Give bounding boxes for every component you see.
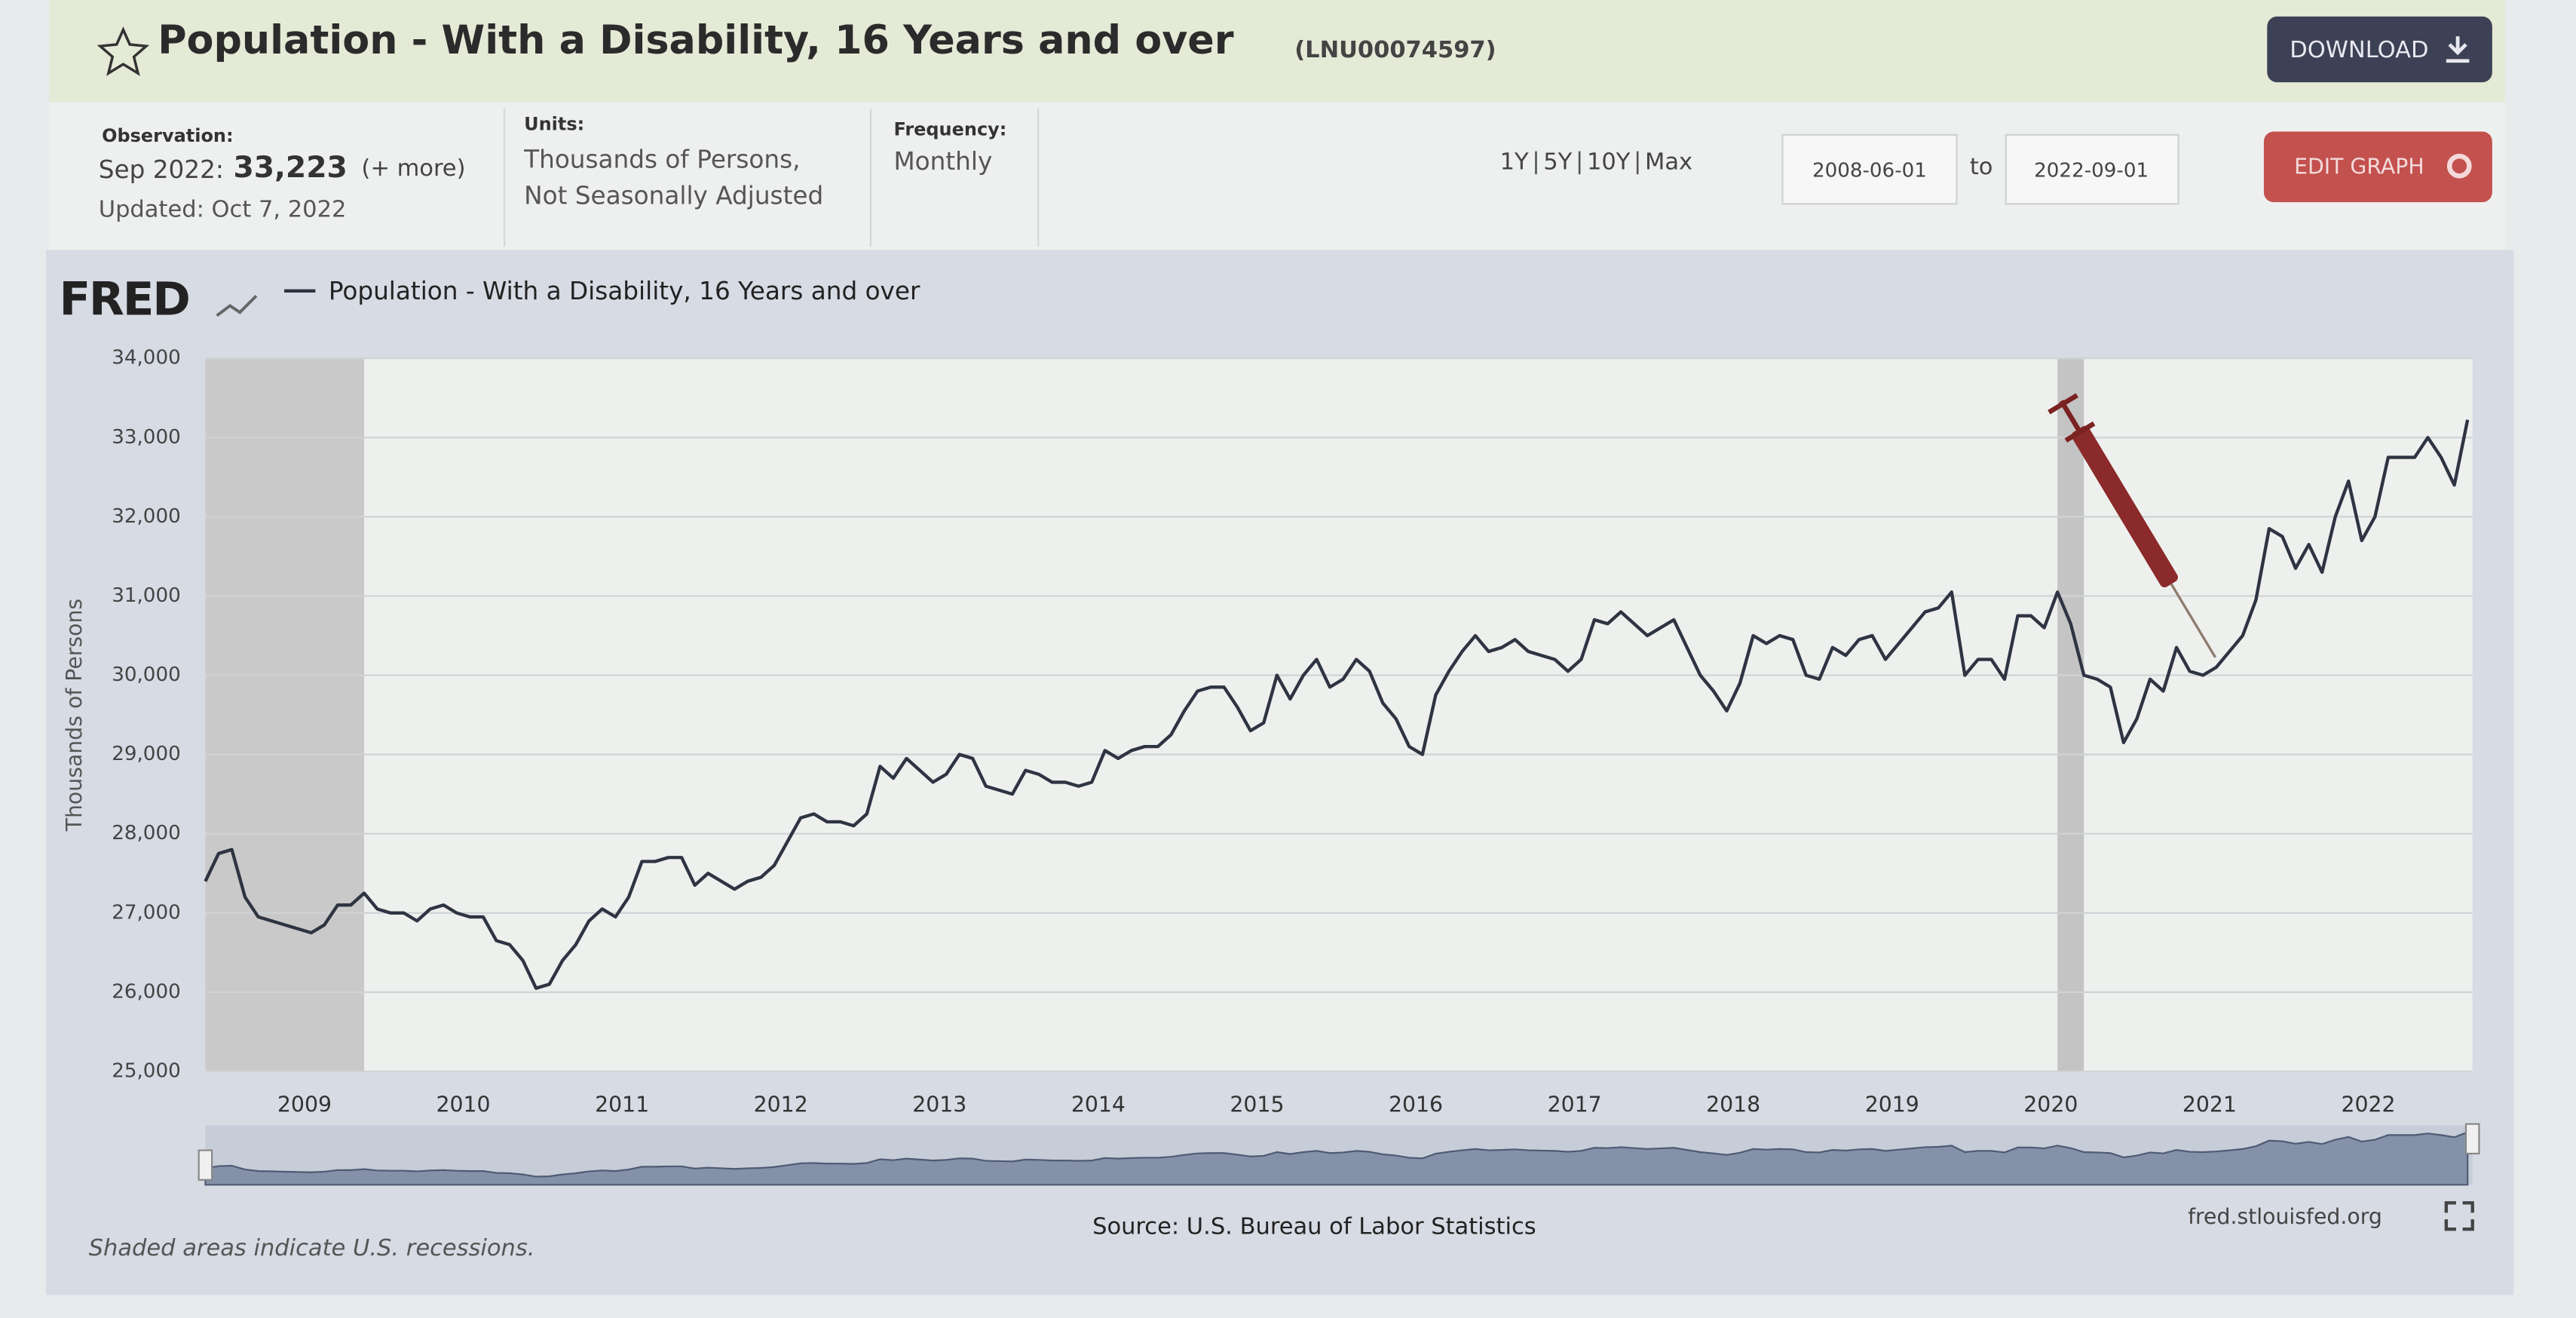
date-to: to	[1970, 154, 1993, 180]
x-tick-label: 2016	[1389, 1093, 1443, 1117]
source: Source: U.S. Bureau of Labor Statistics	[1092, 1214, 1536, 1240]
obs-value: 33,223	[233, 151, 347, 185]
x-tick-label: 2011	[595, 1093, 649, 1117]
y-tick-label: 27,000	[112, 901, 180, 924]
plot: 25,000 26,000 27,000 28,000 29,000 30,000 31,0…	[112, 347, 2473, 1117]
navigator-area	[204, 1130, 2469, 1186]
x-tick-label: 2012	[754, 1093, 808, 1117]
y-tick-label: 26,000	[112, 980, 180, 1003]
navigator-handle[interactable]	[198, 1149, 213, 1181]
recession-shade	[205, 358, 364, 1071]
x-tick-label: 2015	[1230, 1093, 1284, 1117]
frequency-value: Monthly	[893, 147, 992, 176]
download-label: DOWNLOAD	[2290, 37, 2428, 63]
x-tick-label: 2022	[2341, 1093, 2395, 1117]
x-tick-label: 2013	[912, 1093, 966, 1117]
edit-graph-label: EDIT GRAPH	[2294, 154, 2424, 179]
range-link[interactable]: 10Y	[1587, 149, 1631, 175]
gear-icon	[2446, 153, 2472, 179]
y-tick-label: 29,000	[112, 743, 180, 765]
site[interactable]: fred.stlouisfed.org	[2188, 1204, 2382, 1229]
date-end-input[interactable]	[2005, 133, 2179, 205]
fullscreen-icon[interactable]	[2444, 1201, 2474, 1231]
edit-graph-button[interactable]	[2263, 131, 2492, 203]
download-button[interactable]	[2267, 16, 2492, 83]
y-tick-label: 34,000	[112, 347, 180, 369]
x-tick-label: 2021	[2182, 1093, 2237, 1117]
x-tick-label: 2010	[436, 1093, 491, 1117]
recession-note: Shaded areas indicate U.S. recessions.	[89, 1235, 535, 1261]
legend-label: Population - With a Disability, 16 Years…	[329, 277, 920, 305]
header-band	[49, 0, 2506, 103]
frequency-label: Frequency:	[893, 118, 1006, 139]
range-links: 1Y 5Y 10Y Max	[1500, 149, 1692, 175]
series-line	[204, 419, 2470, 990]
date-start: 2008-06-01	[1812, 159, 1927, 182]
navigator-series	[204, 1130, 2469, 1186]
units-line: Not Seasonally Adjusted	[524, 182, 823, 210]
recession-shade	[2057, 358, 2084, 1071]
obs-updated: Updated: Oct 7, 2022	[99, 197, 347, 223]
favorite-star[interactable]	[96, 26, 150, 76]
navigator-handle[interactable]	[2464, 1123, 2480, 1155]
x-tick-label: 2019	[1865, 1093, 1919, 1117]
logo-icon	[216, 295, 258, 317]
series-id: (LNU00074597)	[1294, 37, 1496, 63]
y-tick-label: 30,000	[112, 664, 180, 686]
obs-date: Sep 2022:	[99, 155, 224, 184]
y-tick-label: 31,000	[112, 584, 180, 607]
plot-area	[205, 358, 2473, 1071]
y-tick-label: 25,000	[112, 1059, 180, 1082]
obs-more[interactable]: (+ more)	[361, 155, 465, 182]
units-line: Thousands of Persons,	[523, 146, 800, 174]
y-tick-label: 32,000	[112, 505, 180, 528]
units-label: Units:	[524, 114, 584, 135]
title: Population - With a Disability, 16 Years…	[158, 17, 1234, 63]
y-axis-label: Thousands of Persons	[62, 599, 87, 832]
syringe-annotation	[2048, 393, 2216, 658]
x-tick-label: 2009	[277, 1093, 332, 1117]
x-tick-label: 2018	[1706, 1093, 1760, 1117]
x-tick-label: 2014	[1071, 1093, 1126, 1117]
y-tick-label: 28,000	[112, 822, 180, 844]
date-start-input[interactable]	[1781, 133, 1958, 205]
range-link[interactable]: Max	[1645, 149, 1692, 175]
range-link[interactable]: 1Y	[1500, 149, 1529, 175]
x-tick-label: 2020	[2023, 1093, 2078, 1117]
x-tick-label: 2017	[1548, 1093, 1602, 1117]
obs-label: Observation:	[102, 125, 233, 146]
y-tick-label: 33,000	[112, 426, 180, 449]
range-link[interactable]: 5Y	[1543, 149, 1572, 175]
date-end: 2022-09-01	[2034, 159, 2149, 182]
fred-logo: FRED	[59, 273, 188, 326]
download-icon	[2446, 36, 2470, 63]
